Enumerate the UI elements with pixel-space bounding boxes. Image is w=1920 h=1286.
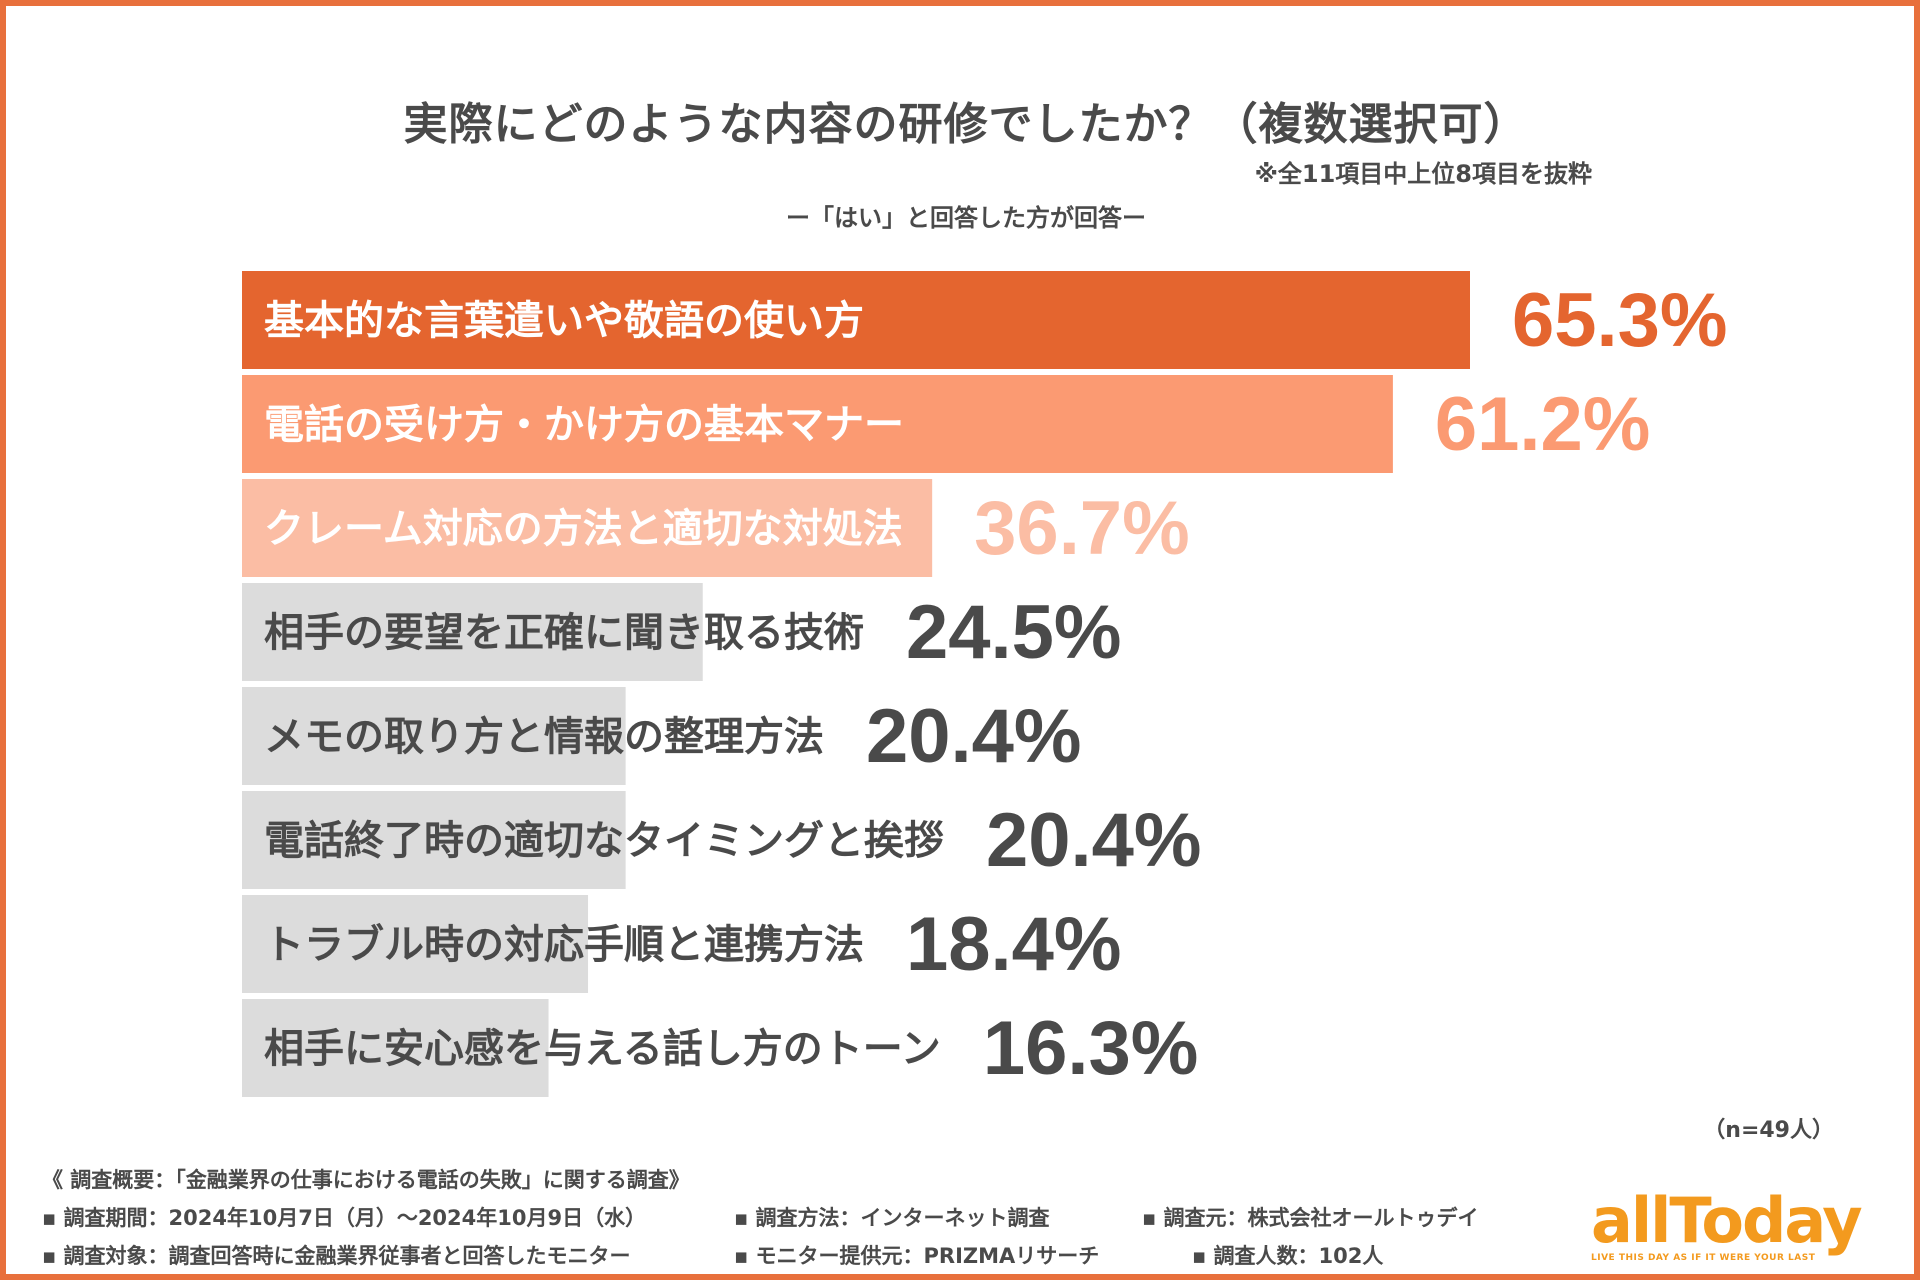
- survey-method: ▪ 調査方法：インターネット調査: [734, 1206, 1050, 1230]
- chart-title: 実際にどのような内容の研修でしたか？（複数選択可）: [403, 99, 1529, 150]
- bar-4: [242, 583, 703, 681]
- chart-subtitle: ー「はい」と回答した方が回答ー: [786, 204, 1146, 232]
- bar-1: [242, 271, 1470, 369]
- bar-2: [242, 375, 1393, 473]
- survey-heading-row: 《 調査概要：「金融業界の仕事における電話の失敗」に関する調査》: [42, 1161, 1582, 1199]
- sample-size: （n=49人）: [1703, 1118, 1834, 1143]
- bar-6: [242, 791, 626, 889]
- bar-label-6: 電話終了時の適切なタイミングと挨拶: [264, 818, 944, 864]
- bar-value-1: 65.3%: [1512, 278, 1728, 363]
- survey-provider: ▪ モニター提供元：PRIZMAリサーチ: [734, 1244, 1100, 1268]
- items-note: ※全11項目中上位8項目を抜粋: [1254, 160, 1592, 188]
- bar-value-6: 20.4%: [986, 798, 1202, 883]
- survey-heading: 《 調査概要：「金融業界の仕事における電話の失敗」に関する調査》: [42, 1168, 690, 1192]
- bar-8: [242, 999, 549, 1097]
- survey-summary: 《 調査概要：「金融業界の仕事における電話の失敗」に関する調査》 ▪ 調査期間：…: [42, 1161, 1582, 1275]
- survey-period: ▪ 調査期間：2024年10月7日（月）〜2024年10月9日（水）: [42, 1206, 647, 1230]
- bar-3: [242, 479, 933, 577]
- bar-label-1: 基本的な言葉遣いや敬語の使い方: [264, 298, 864, 344]
- bar-value-7: 18.4%: [906, 902, 1122, 987]
- bar-value-4: 24.5%: [906, 590, 1122, 675]
- survey-target: ▪ 調査対象：調査回答時に金融業界従事者と回答したモニター: [42, 1244, 631, 1268]
- bar-value-3: 36.7%: [974, 486, 1190, 571]
- alltoday-logo: allToday LIVE THIS DAY AS IF IT WERE YOU…: [1591, 1184, 1891, 1271]
- bar-value-2: 61.2%: [1435, 382, 1651, 467]
- bar-label-3: クレーム対応の方法と適切な対処法: [264, 506, 903, 552]
- bar-7: [242, 895, 589, 993]
- survey-row-1: ▪ 調査期間：2024年10月7日（月）〜2024年10月9日（水） ▪ 調査方…: [42, 1199, 1582, 1237]
- logo-text: allToday: [1591, 1184, 1863, 1257]
- bar-5: [242, 687, 626, 785]
- bar-label-4: 相手の要望を正確に聞き取る技術: [264, 610, 864, 656]
- bar-label-8: 相手に安心感を与える話し方のトーン: [264, 1026, 941, 1072]
- bar-label-7: トラブル時の対応手順と連携方法: [264, 922, 864, 968]
- bar-chart: 基本的な言葉遣いや敬語の使い方 65.3% 電話の受け方・かけ方の基本マナー 61.2…: [6, 6, 1920, 1286]
- survey-row-2: ▪ 調査対象：調査回答時に金融業界従事者と回答したモニター ▪ モニター提供元：…: [42, 1237, 1582, 1275]
- bar-value-5: 20.4%: [866, 694, 1082, 779]
- bar-value-8: 16.3%: [983, 1006, 1199, 1091]
- survey-count: ▪ 調査人数：102人: [1192, 1244, 1384, 1268]
- survey-source: ▪ 調査元：株式会社オールトゥデイ: [1142, 1206, 1479, 1230]
- logo-tagline: LIVE THIS DAY AS IF IT WERE YOUR LAST: [1591, 1253, 1816, 1263]
- bar-label-5: メモの取り方と情報の整理方法: [264, 714, 824, 760]
- bar-label-2: 電話の受け方・かけ方の基本マナー: [264, 402, 904, 448]
